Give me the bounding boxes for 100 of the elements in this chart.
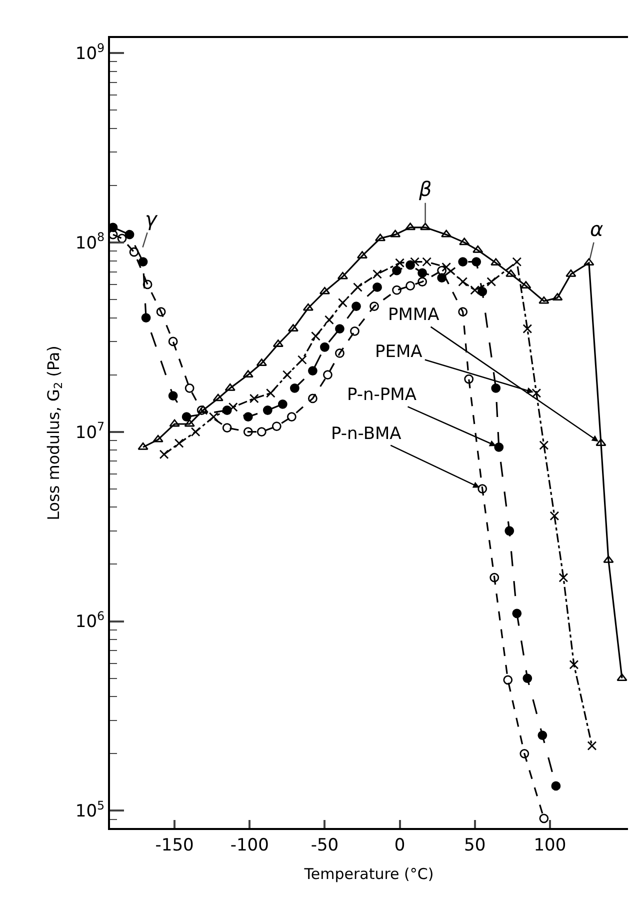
point (494, 442, 504, 452)
point (324, 315, 334, 325)
point (587, 741, 597, 750)
point (212, 394, 224, 402)
y-tick-label: 10$^{5}$ (75, 798, 105, 822)
point (569, 660, 579, 670)
point (262, 406, 272, 415)
point (558, 572, 568, 582)
point (129, 247, 139, 257)
annotation: α (590, 217, 604, 241)
y-tick-label: 10$^{9}$ (75, 40, 105, 64)
point (242, 370, 254, 378)
point (249, 394, 259, 404)
point (311, 331, 320, 341)
point (392, 285, 402, 295)
point (522, 324, 532, 334)
point (441, 230, 452, 238)
point (418, 277, 427, 286)
point (168, 391, 178, 400)
point (159, 450, 169, 460)
point (395, 258, 404, 268)
point (353, 282, 362, 292)
point (478, 286, 488, 296)
point (256, 427, 266, 437)
point (459, 238, 470, 246)
point (458, 307, 468, 317)
point (182, 412, 192, 422)
point (551, 781, 561, 791)
y-tick-label: 10$^{7}$ (75, 420, 105, 443)
point (224, 383, 236, 391)
point (169, 419, 180, 427)
point (442, 262, 452, 272)
point (538, 296, 550, 304)
point (406, 260, 415, 270)
point (290, 383, 300, 393)
point (208, 412, 218, 422)
annotation: β (418, 177, 432, 201)
point (490, 258, 502, 266)
point (138, 442, 148, 450)
point (335, 324, 344, 334)
text: PMMA (388, 305, 440, 325)
point (490, 572, 500, 582)
point (117, 234, 127, 244)
point (278, 399, 288, 409)
point (286, 412, 296, 422)
point (458, 277, 468, 286)
point (243, 412, 253, 422)
point (520, 748, 530, 758)
point (566, 269, 576, 277)
point (464, 374, 474, 384)
point (243, 427, 253, 437)
point (142, 280, 152, 290)
point (190, 427, 200, 437)
point (372, 282, 382, 292)
point (470, 285, 480, 295)
x-tick-label: -150 (155, 835, 194, 856)
point (472, 245, 484, 253)
point (503, 675, 513, 685)
point (350, 326, 360, 336)
text: PEMA (375, 342, 423, 362)
x-tick-label: 100 (534, 835, 566, 856)
point (320, 342, 330, 352)
y-tick-label: 10$^{8}$ (75, 230, 105, 254)
series-label: P-n-BMA (331, 424, 402, 444)
point (256, 358, 267, 366)
point (370, 302, 379, 311)
point (308, 394, 318, 404)
point (222, 423, 232, 433)
x-tick-label: -100 (230, 835, 269, 856)
series-label: P-n-PMA (347, 385, 417, 405)
point (196, 406, 206, 415)
point (504, 526, 514, 536)
point (168, 336, 178, 346)
point (352, 302, 361, 311)
point (418, 268, 427, 278)
point (272, 422, 282, 431)
point (458, 257, 468, 267)
point (472, 257, 482, 267)
x-tick-label: 0 (394, 835, 406, 856)
point (335, 348, 344, 358)
x-axis-title: Temperature (°C) (303, 864, 434, 883)
point (184, 383, 194, 393)
point (174, 438, 184, 448)
point (308, 366, 318, 376)
point (486, 277, 496, 286)
point (410, 257, 420, 267)
point (539, 814, 549, 824)
point (228, 402, 238, 412)
point (550, 511, 560, 521)
point (152, 434, 164, 442)
point (141, 313, 151, 322)
point (552, 293, 563, 301)
point (392, 266, 402, 276)
point (406, 281, 415, 291)
point (532, 388, 542, 398)
point (297, 355, 307, 365)
point (584, 258, 594, 266)
point (338, 298, 348, 308)
x-tick-label: 50 (464, 835, 486, 856)
annotation: γ (145, 207, 158, 231)
